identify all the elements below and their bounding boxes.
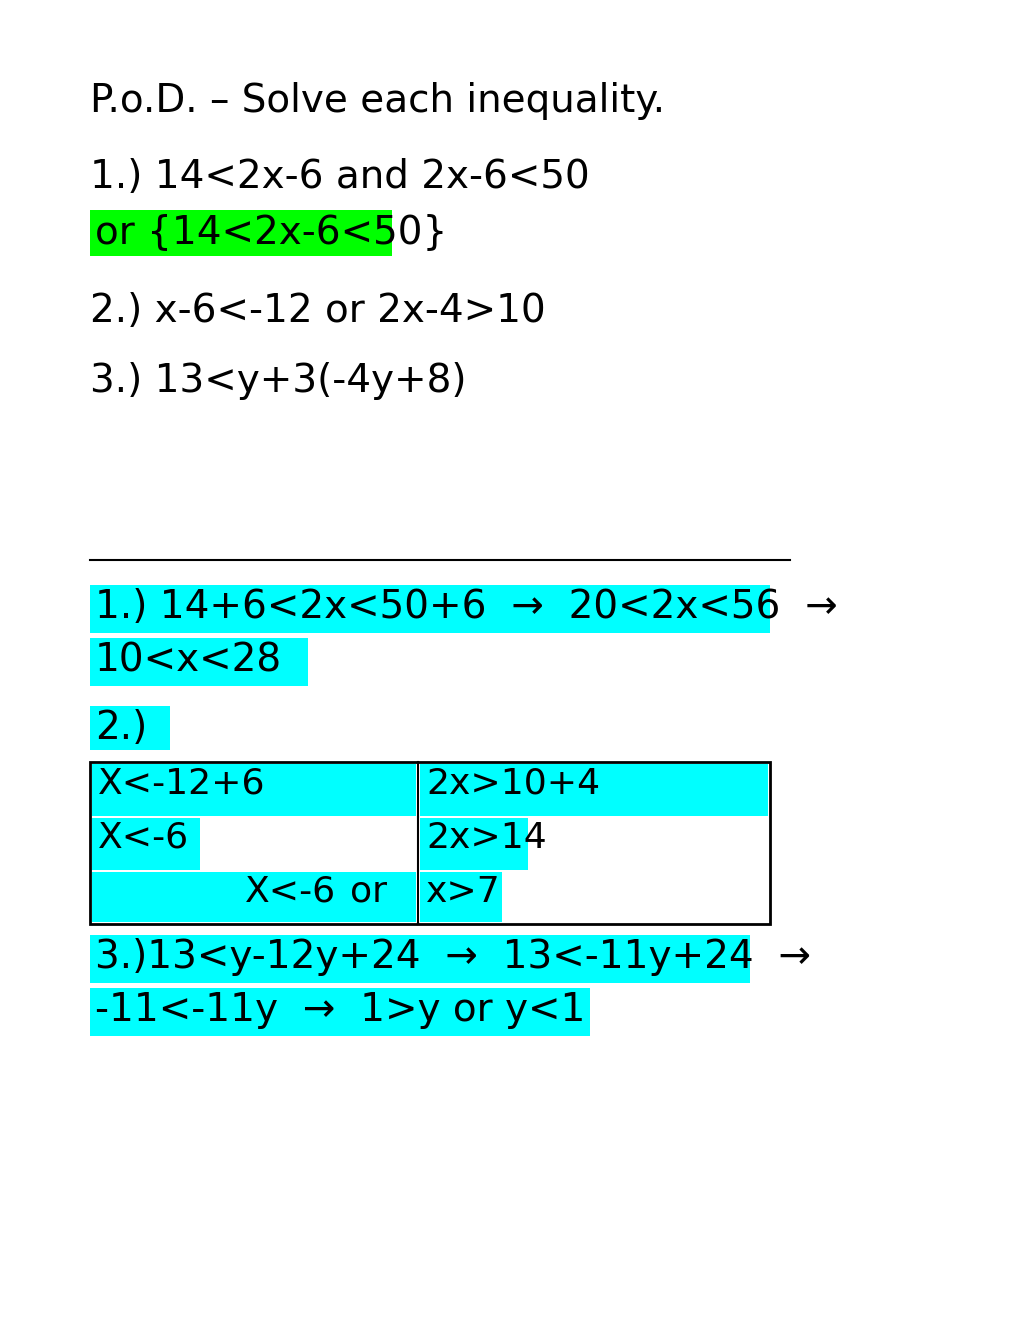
Text: -11<-11y  →  1>y or y<1: -11<-11y → 1>y or y<1 [95, 991, 585, 1030]
Text: 2.): 2.) [95, 709, 147, 747]
Bar [420, 764, 767, 816]
Text: X<-12+6: X<-12+6 [98, 767, 265, 801]
Text: 3.)13<y-12y+24  →  13<-11y+24  →: 3.)13<y-12y+24 → 13<-11y+24 → [95, 939, 810, 975]
Bar [92, 764, 416, 816]
Text: 2x>10+4: 2x>10+4 [426, 767, 599, 801]
Text: X<-6: X<-6 [98, 821, 189, 855]
Text: 1.) 14<2x-6 and 2x-6<50: 1.) 14<2x-6 and 2x-6<50 [90, 158, 589, 195]
Text: 2x>14: 2x>14 [426, 821, 546, 855]
Bar [92, 873, 416, 921]
Bar [90, 638, 308, 686]
Bar [90, 935, 749, 983]
Bar [420, 818, 528, 870]
Text: 3.) 13<y+3(-4y+8): 3.) 13<y+3(-4y+8) [90, 362, 466, 400]
Text: or: or [350, 875, 386, 909]
Bar [90, 706, 170, 750]
Text: or {14<2x-6<50}: or {14<2x-6<50} [95, 213, 446, 251]
Text: P.o.D. – Solve each inequality.: P.o.D. – Solve each inequality. [90, 82, 664, 120]
Text: 2.) x-6<-12 or 2x-4>10: 2.) x-6<-12 or 2x-4>10 [90, 292, 545, 330]
Bar [90, 585, 769, 634]
Bar [420, 873, 501, 921]
Bar [90, 762, 769, 924]
Text: 1.) 14+6<2x<50+6  →  20<2x<56  →: 1.) 14+6<2x<50+6 → 20<2x<56 → [95, 587, 837, 626]
Text: 10<x<28: 10<x<28 [95, 642, 282, 678]
Text: x>7: x>7 [426, 875, 500, 909]
Text: X<-6: X<-6 [245, 875, 336, 909]
Bar [92, 818, 200, 870]
Bar [90, 987, 589, 1036]
Bar [90, 210, 391, 256]
